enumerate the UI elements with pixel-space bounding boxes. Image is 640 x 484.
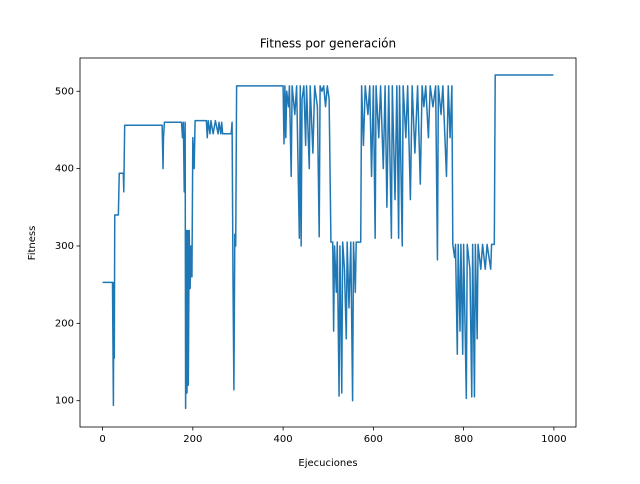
x-axis-label: Ejecuciones xyxy=(298,458,357,469)
y-tick-label: 200 xyxy=(55,318,74,329)
y-tick-label: 400 xyxy=(55,164,74,175)
x-tick-label: 600 xyxy=(364,434,383,445)
y-tick-label: 500 xyxy=(55,86,74,97)
y-tick-label: 100 xyxy=(55,396,74,407)
plot-frame xyxy=(79,57,577,428)
chart-title: Fitness por generación xyxy=(260,37,396,51)
x-tick-label: 200 xyxy=(183,434,202,445)
x-tick-label: 800 xyxy=(454,434,473,445)
y-tick-label: 300 xyxy=(55,241,74,252)
y-axis-label: Fitness xyxy=(27,226,38,261)
x-tick-label: 400 xyxy=(274,434,293,445)
data-line xyxy=(102,74,554,410)
x-tick-label: 0 xyxy=(99,434,105,445)
x-tick-label: 1000 xyxy=(541,434,566,445)
